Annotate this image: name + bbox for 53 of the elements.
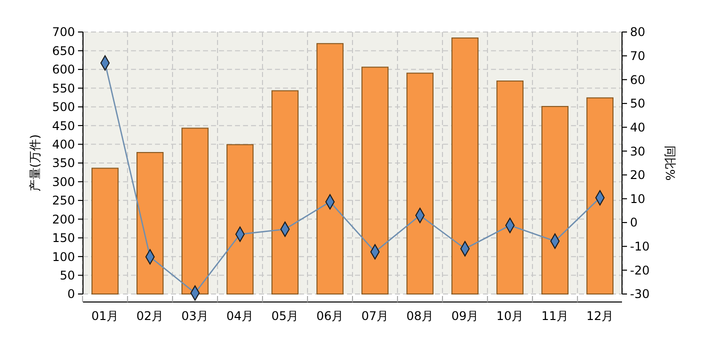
y2-tick-label: 0 (630, 216, 638, 230)
y2-tick-label: 20 (630, 168, 646, 182)
bar (316, 43, 344, 294)
bar (361, 66, 389, 294)
y-tick-label: 350 (52, 156, 75, 170)
y-tick-label: 150 (52, 231, 75, 246)
bar (181, 128, 209, 294)
y2-tick-label: 70 (630, 49, 646, 64)
x-tick-label: 06月 (316, 309, 344, 323)
y-tick-label: 400 (52, 137, 75, 152)
y-tick-label: 300 (52, 174, 75, 189)
x-tick-label: 08月 (406, 309, 434, 323)
x-tick-label: 01月 (91, 309, 119, 323)
x-tick-label: 10月 (496, 309, 524, 323)
bar (406, 72, 434, 294)
y2-tick-label: 40 (630, 120, 646, 134)
x-tick-label: 12月 (586, 309, 614, 323)
y2-tick-label: 60 (630, 72, 646, 87)
y-tick-label: 200 (52, 212, 75, 226)
y-tick-label: 650 (52, 44, 75, 58)
y-tick-label: 100 (52, 250, 75, 264)
y-axis-title: 产量(万件) (28, 134, 42, 192)
y-tick-label: 600 (52, 62, 75, 77)
x-tick-label: 07月 (361, 309, 389, 323)
y-tick-label: 0 (67, 287, 75, 302)
y-tick-label: 50 (60, 268, 75, 282)
x-tick-label: 03月 (181, 309, 209, 323)
x-tick-label: 11月 (541, 309, 569, 323)
y-tick-label: 550 (52, 81, 75, 96)
y2-tick-label: 30 (630, 144, 646, 158)
bar (92, 168, 119, 294)
y-tick-label: 250 (52, 194, 75, 208)
bar (451, 37, 479, 294)
y2-tick-label: -20 (630, 263, 650, 278)
x-tick-label: 04月 (226, 309, 254, 323)
y-tick-label: 500 (52, 100, 75, 114)
y2-tick-label: 80 (630, 25, 646, 40)
y2-tick-label: 50 (630, 96, 646, 111)
y-tick-label: 450 (52, 118, 75, 133)
bar (226, 144, 254, 294)
x-tick-label: 02月 (136, 309, 164, 323)
x-tick-label: 05月 (271, 309, 299, 323)
bar (541, 106, 569, 294)
y2-axis-title: 同比% (663, 145, 677, 181)
bar (586, 97, 614, 294)
y-tick-label: 700 (52, 25, 75, 40)
y2-tick-label: 10 (630, 192, 646, 206)
y2-tick-label: -30 (630, 287, 650, 302)
bar (136, 152, 164, 294)
x-tick-label: 09月 (451, 309, 479, 323)
bar (496, 80, 524, 294)
y2-tick-label: -10 (630, 240, 650, 254)
bar (271, 90, 299, 294)
